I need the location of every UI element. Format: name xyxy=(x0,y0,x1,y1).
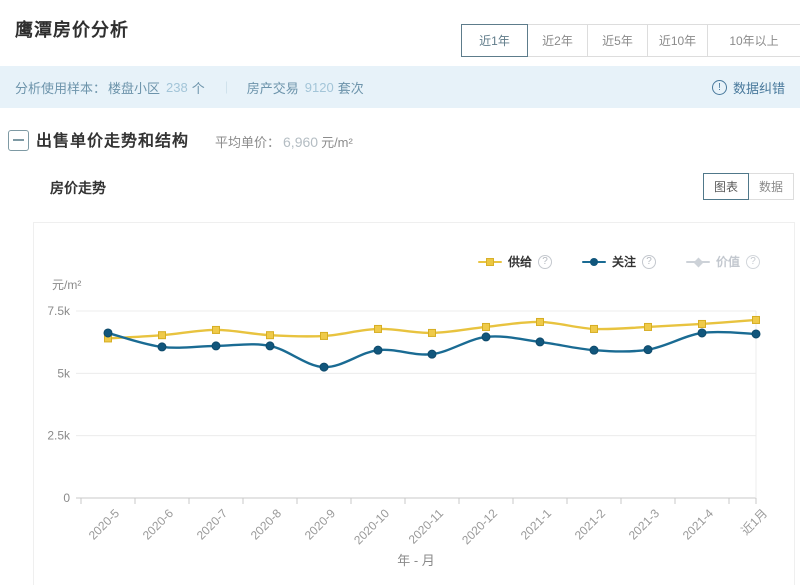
svg-text:2.5k: 2.5k xyxy=(47,429,71,443)
svg-text:2021-2: 2021-2 xyxy=(572,506,609,543)
svg-text:2020-11: 2020-11 xyxy=(406,506,447,547)
tab-recent-2-years[interactable]: 近2年 xyxy=(527,24,588,57)
svg-text:2021-3: 2021-3 xyxy=(626,506,663,543)
svg-text:0: 0 xyxy=(63,491,70,505)
transaction-count: 9120 xyxy=(304,79,334,95)
sample-prefix: 分析使用样本： xyxy=(15,80,107,96)
svg-text:2021-4: 2021-4 xyxy=(680,506,717,543)
help-icon[interactable]: ? xyxy=(537,254,552,269)
time-range-tabs: 近1年 近2年 近5年 近10年 10年以上 xyxy=(461,24,800,57)
svg-text:2020-6: 2020-6 xyxy=(140,506,177,543)
community-count: 238 xyxy=(166,79,188,95)
sample-info-banner: 分析使用样本： 楼盘小区 238 个 ｜ 房产交易 9120 套次 ! 数据纠错 xyxy=(0,66,800,108)
svg-text:元/m²: 元/m² xyxy=(52,278,81,292)
legend-item-supply[interactable]: 供给 ? xyxy=(477,253,552,270)
toggle-chart-button[interactable]: 图表 xyxy=(703,173,749,200)
tab-recent-5-years[interactable]: 近5年 xyxy=(587,24,648,57)
average-price-value: 6,960 xyxy=(283,134,319,150)
price-trend-chart: 7.5k 5k 2.5k 0 元/m² 2020-5 2020-6 2020-7 2020-8 2… xyxy=(47,278,771,568)
average-price-label: 平均单价： xyxy=(215,135,281,150)
trend-section-title: 房价走势 xyxy=(50,180,106,196)
divider: ｜ xyxy=(220,80,233,95)
community-unit: 个 xyxy=(191,80,205,96)
community-label: 楼盘小区 xyxy=(108,80,161,96)
svg-text:年 - 月: 年 - 月 xyxy=(397,553,435,568)
legend-value-label: 价值 xyxy=(715,255,740,269)
value-line-marker-icon xyxy=(685,257,710,267)
legend-item-attention[interactable]: 关注 ? xyxy=(581,253,656,270)
svg-text:2020-5: 2020-5 xyxy=(86,506,123,543)
legend-attention-label: 关注 xyxy=(611,255,636,269)
average-price-unit: 元/m² xyxy=(321,135,353,150)
tab-recent-1-year[interactable]: 近1年 xyxy=(461,24,528,57)
svg-text:2020-7: 2020-7 xyxy=(194,506,231,543)
sample-summary: 分析使用样本： 楼盘小区 238 个 ｜ 房产交易 9120 套次 xyxy=(15,78,366,97)
chart-legend: 供给 ? 关注 ? 价值 ? xyxy=(477,253,760,270)
chart-data-toggle: 图表 数据 xyxy=(703,173,794,200)
svg-text:2021-1: 2021-1 xyxy=(518,506,555,543)
svg-text:5k: 5k xyxy=(57,366,71,380)
tab-over-10-years[interactable]: 10年以上 xyxy=(707,24,800,57)
svg-text:近1月: 近1月 xyxy=(739,506,771,538)
tab-recent-10-years[interactable]: 近10年 xyxy=(647,24,708,57)
legend-supply-label: 供给 xyxy=(507,255,532,269)
average-price: 平均单价： 6,960 元/m² xyxy=(215,132,353,151)
toggle-data-button[interactable]: 数据 xyxy=(748,173,794,200)
section-title: 出售单价走势和结构 xyxy=(36,133,190,150)
svg-text:2020-10: 2020-10 xyxy=(351,506,392,547)
svg-text:2020-8: 2020-8 xyxy=(248,506,285,543)
page-title: 鹰潭房价分析 xyxy=(15,20,129,40)
data-correction-link[interactable]: ! 数据纠错 xyxy=(711,78,785,97)
legend-item-value[interactable]: 价值 ? xyxy=(685,253,760,270)
attention-line-marker-icon xyxy=(581,257,606,267)
price-trend-chart-card: 供给 ? 关注 ? 价值 ? 7.5k 5k 2.5k 0 元/m² 2020-5 2020… xyxy=(33,222,795,585)
svg-text:2020-12: 2020-12 xyxy=(459,506,500,547)
svg-text:7.5k: 7.5k xyxy=(47,304,71,318)
transaction-unit: 套次 xyxy=(337,80,364,96)
info-icon: ! xyxy=(711,79,727,95)
transaction-label: 房产交易 xyxy=(246,80,299,96)
svg-text:2020-9: 2020-9 xyxy=(302,506,339,543)
help-icon[interactable]: ? xyxy=(746,254,760,269)
collapse-section-icon[interactable] xyxy=(8,130,29,151)
help-icon[interactable]: ? xyxy=(641,254,656,269)
supply-line-marker-icon xyxy=(477,257,502,267)
data-correction-label: 数据纠错 xyxy=(732,80,785,96)
